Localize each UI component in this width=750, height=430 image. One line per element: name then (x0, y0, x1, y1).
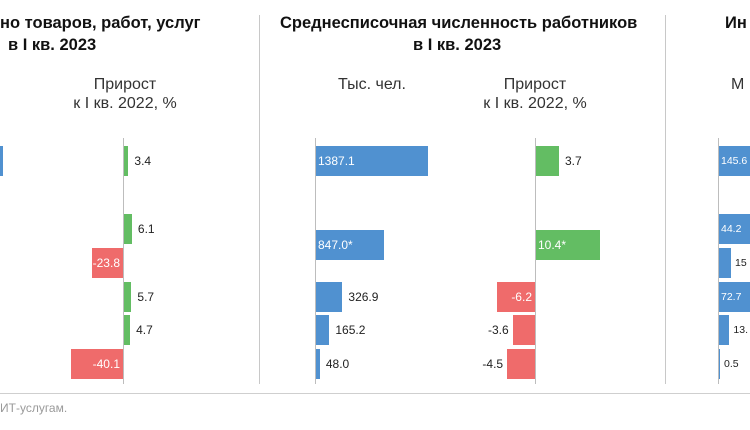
p3-value-bar (719, 315, 730, 345)
panel2-title-line2: в I кв. 2023 (413, 36, 502, 54)
panel-divider-1 (259, 15, 260, 384)
panel2-title-line1: Среднесписочная численность работников (280, 14, 638, 32)
p2-value-data-label: 165.2 (335, 323, 366, 337)
panel2-value-header: Тыс. чел. (338, 76, 406, 93)
p3-value-bar (719, 282, 750, 312)
p2-growth-bar (512, 315, 535, 345)
p2-value-data-label: 1387.1 (318, 154, 355, 168)
panel1-growth-header: Прирост к I кв. 2022, % (65, 75, 185, 113)
panel1-growth-header-line2: к I кв. 2022, % (73, 95, 177, 112)
p2-growth-data-label: -6.2 (511, 290, 532, 304)
p2-growth-axis (535, 138, 536, 384)
p1-growth-data-label: -23.8 (92, 256, 120, 270)
panel1-title-line1: но товаров, работ, услуг (0, 14, 201, 32)
p3-value-data-label: 0.5 (724, 358, 739, 370)
p2-growth-data-label: 10.4* (538, 238, 567, 252)
p1-growth-bar (124, 315, 131, 345)
p2-growth-bar (507, 349, 535, 379)
p2-growth-data-label: -3.6 (488, 323, 509, 337)
p2-value-bar (316, 315, 330, 345)
p1-growth-axis (123, 138, 124, 384)
panel1-growth-header-line1: Прирост (93, 76, 157, 93)
p2-value-data-label: 847.0* (318, 238, 353, 252)
panel2-growth-header-line2: к I кв. 2022, % (483, 95, 587, 112)
panel2-growth-header: Прирост к I кв. 2022, % (470, 75, 600, 113)
p1-growth-bar (124, 214, 132, 244)
panel-divider-2 (665, 15, 666, 384)
p2-growth-bar (536, 146, 559, 176)
p2-value-data-label: 48.0 (325, 357, 350, 371)
p2-growth-data-label: -4.5 (482, 357, 504, 371)
p3-value-data-label: 15 (735, 257, 747, 269)
p1-growth-bar (124, 282, 132, 312)
p3-value-data-label: 44.2 (721, 223, 742, 235)
panel2-growth-header-line1: Прирост (503, 76, 567, 93)
footnote: ИТ-услугам. (0, 401, 68, 415)
p2-value-data-label: 326.9 (348, 290, 379, 304)
p2-growth-data-label: 3.7 (564, 154, 582, 168)
p3-value-bar (719, 349, 720, 379)
p2-value-bar (316, 230, 385, 260)
p3-value-bar (719, 146, 750, 176)
p3-value-data-label: 13. (733, 324, 748, 336)
p2-growth-bar (536, 230, 601, 260)
p3-value-bar (719, 248, 731, 278)
panel1-title-line2: в I кв. 2023 (8, 36, 97, 54)
p2-value-bar (316, 146, 429, 176)
p1-growth-data-label: 3.4 (134, 154, 152, 168)
panel3-value-header-fragment: М (731, 76, 745, 93)
p3-value-data-label: 145.6 (721, 155, 748, 167)
footer-divider (0, 393, 750, 394)
p1-growth-bar (124, 146, 129, 176)
p3-value-bar (719, 214, 750, 244)
p1-growth-data-label: -40.1 (92, 357, 120, 371)
p3-value-axis (718, 138, 719, 384)
p2-value-bar (316, 349, 320, 379)
p2-value-bar (316, 282, 343, 312)
p1-growth-bar (92, 248, 123, 278)
p2-growth-bar (496, 282, 535, 312)
p1-growth-data-label: 5.7 (137, 290, 155, 304)
p1-growth-data-label: 6.1 (137, 222, 155, 236)
panel1-value-bar-partial (0, 146, 3, 176)
p1-growth-data-label: 4.7 (136, 323, 153, 337)
panel3-title-fragment: Ин (725, 14, 747, 32)
p3-value-data-label: 72.7 (721, 291, 742, 303)
p1-growth-bar (70, 349, 123, 379)
p2-value-axis (315, 138, 316, 384)
